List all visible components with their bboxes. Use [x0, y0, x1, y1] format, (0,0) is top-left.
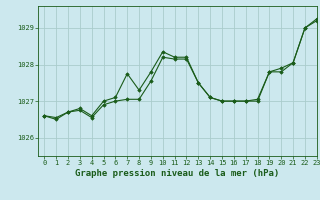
X-axis label: Graphe pression niveau de la mer (hPa): Graphe pression niveau de la mer (hPa): [76, 169, 280, 178]
